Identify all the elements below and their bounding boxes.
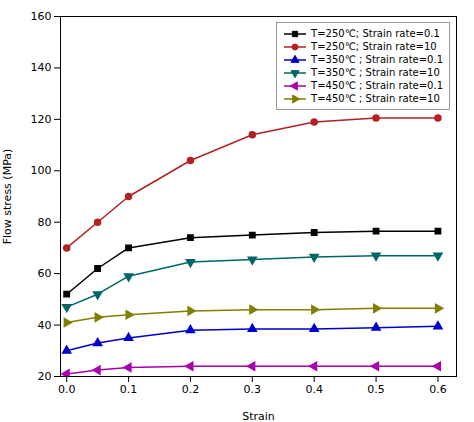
html-text:T=250℃; Strain rate=0.1: T=250℃; Strain rate=0.1 <box>311 28 440 39</box>
svg-text:160: 160 <box>31 10 52 23</box>
svg-text:120: 120 <box>31 113 52 126</box>
html-text:T=250℃; Strain rate=10: T=250℃; Strain rate=10 <box>311 41 437 52</box>
svg-text:0.0: 0.0 <box>58 383 76 396</box>
svg-text:0.5: 0.5 <box>367 383 385 396</box>
html-text:T=350℃ ; Strain rate=10: T=350℃ ; Strain rate=10 <box>311 67 440 78</box>
html-text:T=450℃ ; Strain rate=10: T=450℃ ; Strain rate=10 <box>311 93 440 104</box>
svg-text:0.2: 0.2 <box>182 383 200 396</box>
html-text:T=450℃ ; Strain rate=0.1: T=450℃ ; Strain rate=0.1 <box>311 80 443 91</box>
svg-text:0.1: 0.1 <box>120 383 138 396</box>
svg-text:80: 80 <box>38 216 52 229</box>
svg-text:0.6: 0.6 <box>429 383 447 396</box>
svg-text:0.3: 0.3 <box>244 383 262 396</box>
svg-text:20: 20 <box>38 370 52 383</box>
svg-text:60: 60 <box>38 267 52 280</box>
svg-text:100: 100 <box>31 164 52 177</box>
svg-text:Flow stress (MPa): Flow stress (MPa) <box>1 149 14 245</box>
svg-text:Strain: Strain <box>242 410 275 422</box>
svg-text:0.4: 0.4 <box>305 383 323 396</box>
svg-text:40: 40 <box>38 319 52 332</box>
svg-text:140: 140 <box>31 61 52 74</box>
html-text:T=350℃ ; Strain rate=0.1: T=350℃ ; Strain rate=0.1 <box>311 54 443 65</box>
